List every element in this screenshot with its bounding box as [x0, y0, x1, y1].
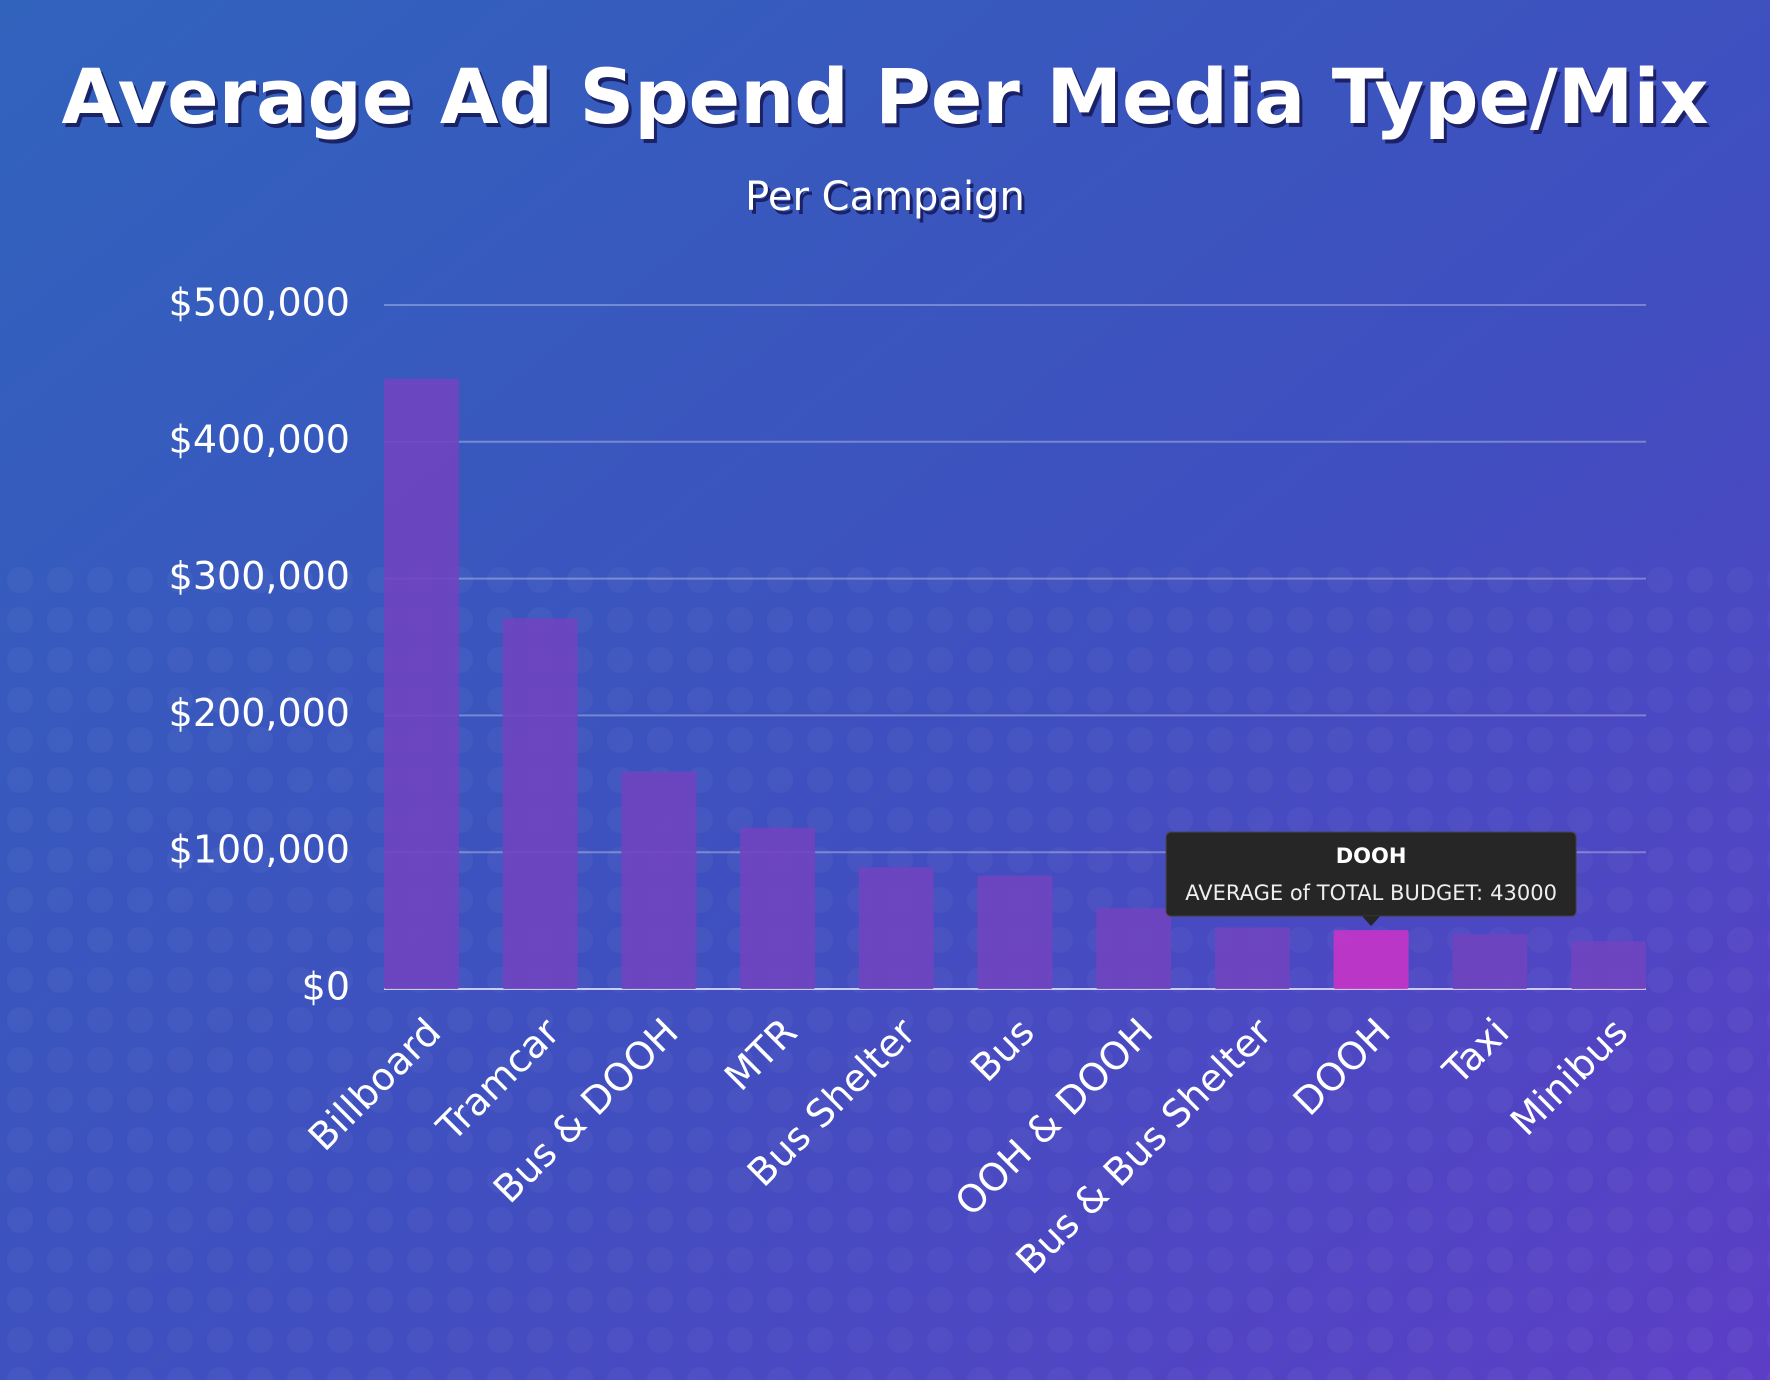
tooltip-label: AVERAGE of TOTAL BUDGET:	[1185, 881, 1483, 905]
y-tick-label: $0	[302, 965, 350, 1009]
bar	[740, 827, 816, 989]
y-tick-label: $500,000	[169, 281, 350, 325]
bar	[621, 771, 697, 989]
bar	[977, 875, 1053, 989]
tooltip-arrow	[1362, 916, 1381, 927]
bar	[1096, 908, 1172, 989]
bar	[1214, 927, 1290, 989]
y-tick-label: $400,000	[169, 417, 350, 461]
chart-title: Average Ad Spend Per Media Type/Mix	[61, 52, 1708, 141]
y-tick-label: $200,000	[169, 691, 350, 735]
bar	[1452, 934, 1528, 989]
bar	[1333, 930, 1409, 989]
chart-subtitle: Per Campaign	[745, 174, 1025, 220]
y-tick-label: $300,000	[169, 554, 350, 598]
bar	[858, 867, 934, 989]
bar	[1571, 941, 1646, 989]
bar	[502, 618, 578, 989]
tooltip-value: 43000	[1490, 881, 1557, 905]
tooltip-title: DOOH	[1336, 844, 1407, 868]
bar	[384, 378, 459, 989]
y-tick-label: $100,000	[169, 828, 350, 872]
tooltip-text: AVERAGE of TOTAL BUDGET: 43000	[1185, 881, 1557, 905]
tooltip: DOOH AVERAGE of TOTAL BUDGET: 43000	[1165, 831, 1577, 927]
